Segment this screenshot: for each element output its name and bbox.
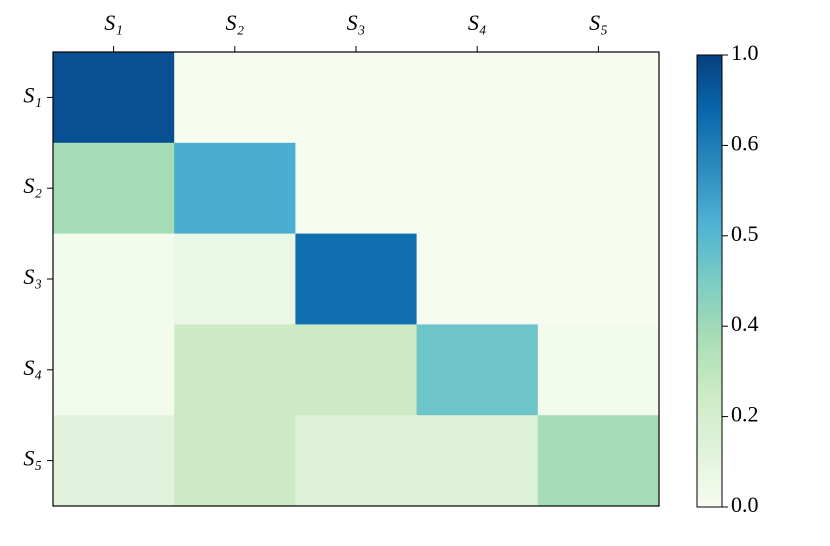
colorbar-tick-label: 0.4: [731, 311, 759, 336]
colorbar-tick-label: 0.2: [731, 402, 759, 427]
colorbar: [696, 54, 723, 508]
heatmap-cell: [537, 415, 660, 507]
heatmap-cell: [174, 324, 296, 416]
x-tick-label: S₁: [104, 10, 123, 35]
heatmap-cell: [416, 324, 539, 416]
heatmap-cell: [295, 52, 418, 144]
heatmap-cell: [174, 415, 296, 507]
x-tick-label: S₂: [225, 10, 244, 35]
heatmap-cell: [53, 415, 175, 507]
heatmap-cell: [53, 233, 175, 325]
y-tick-label: S₂: [23, 173, 42, 198]
y-tick-label: S₁: [23, 82, 42, 107]
heatmap-cell: [174, 233, 296, 325]
colorbar-tick-label: 1.0: [731, 40, 759, 65]
x-tick-label: S₅: [589, 10, 608, 35]
heatmap-cell: [295, 415, 418, 507]
heatmap-cell: [295, 233, 418, 325]
heatmap-cell: [416, 233, 539, 325]
heatmap-cell: [174, 52, 296, 144]
heatmap-cell: [416, 142, 539, 235]
heatmap-cell: [295, 324, 418, 416]
heatmap-cell: [295, 142, 418, 235]
heatmap-cell: [53, 324, 175, 416]
heatmap-cell: [537, 233, 660, 325]
y-tick-label: S₄: [23, 355, 42, 380]
colorbar-tick-label: 0.5: [731, 221, 759, 246]
x-tick-label: S₃: [347, 10, 366, 35]
heatmap-cell: [537, 52, 660, 144]
colorbar-tick-label: 0.6: [731, 130, 759, 155]
y-tick-label: S₅: [23, 446, 42, 471]
heatmap-cell: [537, 324, 660, 416]
y-tick-label: S₃: [23, 264, 42, 289]
heatmap-cell: [416, 415, 539, 507]
heatmap-cell: [416, 52, 539, 144]
heatmap-cell: [53, 52, 175, 144]
heatmap-cell: [174, 142, 296, 235]
heatmap-cell: [53, 142, 175, 235]
heatmap-cell: [537, 142, 660, 235]
x-tick-label: S₄: [468, 10, 487, 35]
colorbar-tick-label: 0.0: [731, 492, 759, 517]
